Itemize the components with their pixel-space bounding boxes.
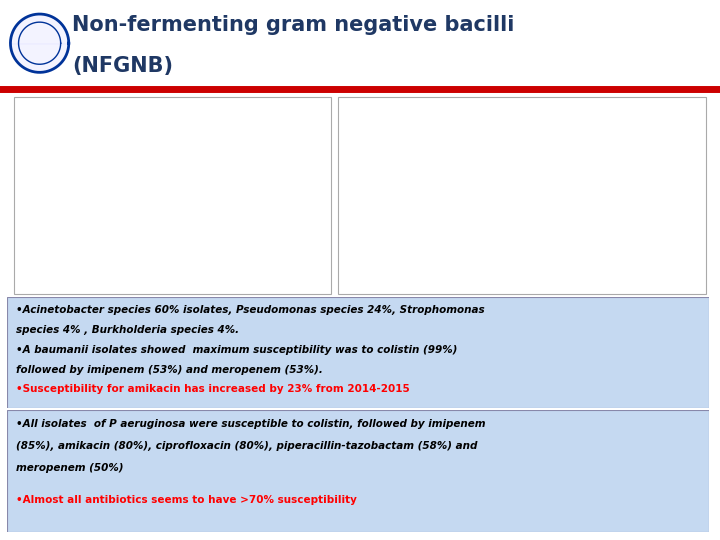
Wedge shape: [375, 117, 500, 274]
Text: (NFGNB): (NFGNB): [72, 57, 173, 77]
Legend: Blood, CSF, BF: Blood, CSF, BF: [233, 174, 284, 218]
Wedge shape: [454, 121, 496, 195]
Wedge shape: [454, 195, 514, 260]
Text: 65%: 65%: [385, 200, 410, 210]
Text: meropenem (50%): meropenem (50%): [16, 463, 123, 472]
Text: species 4% , Burkholderia species 4%.: species 4% , Burkholderia species 4%.: [16, 325, 239, 335]
Text: 27%: 27%: [157, 156, 182, 165]
Wedge shape: [130, 195, 208, 265]
Text: 4%: 4%: [469, 139, 487, 150]
Text: Non-fermenting gram negative bacilli: Non-fermenting gram negative bacilli: [72, 15, 514, 35]
Wedge shape: [130, 117, 208, 206]
Text: •Almost all antibiotics seems to have >70% susceptibility: •Almost all antibiotics seems to have >7…: [16, 496, 356, 505]
Text: •Susceptibility for amikacin has increased by 23% from 2014-2015: •Susceptibility for amikacin has increas…: [16, 384, 410, 394]
Text: •Acinetobacter species 60% isolates, Pseudomonas species 24%, Strophomonas: •Acinetobacter species 60% isolates, Pse…: [16, 305, 485, 315]
Text: •A baumanii isolates showed  maximum susceptibility was to colistin (99%): •A baumanii isolates showed maximum susc…: [16, 345, 457, 355]
Text: 27%: 27%: [497, 182, 522, 192]
Text: 15%: 15%: [161, 221, 186, 231]
FancyBboxPatch shape: [7, 297, 709, 408]
Text: (85%), amikacin (80%), ciprofloxacin (80%), piperacillin-tazobactam (58%) and: (85%), amikacin (80%), ciprofloxacin (80…: [16, 441, 477, 451]
FancyBboxPatch shape: [7, 410, 709, 532]
Wedge shape: [51, 117, 168, 274]
Text: •All isolates  of P aeruginosa were susceptible to colistin, followed by imipene: •All isolates of P aeruginosa were susce…: [16, 419, 485, 429]
Text: 58%: 58%: [66, 204, 90, 214]
Wedge shape: [454, 129, 532, 246]
Legend: Acinetobacter, Burkholderia, Pseudomonas, Stenotrophomonas: Acinetobacter, Burkholderia, Pseudomonas…: [557, 167, 668, 224]
Text: followed by imipenem (53%) and meropenem (53%).: followed by imipenem (53%) and meropenem…: [16, 364, 323, 375]
Text: 4%: 4%: [484, 232, 501, 242]
